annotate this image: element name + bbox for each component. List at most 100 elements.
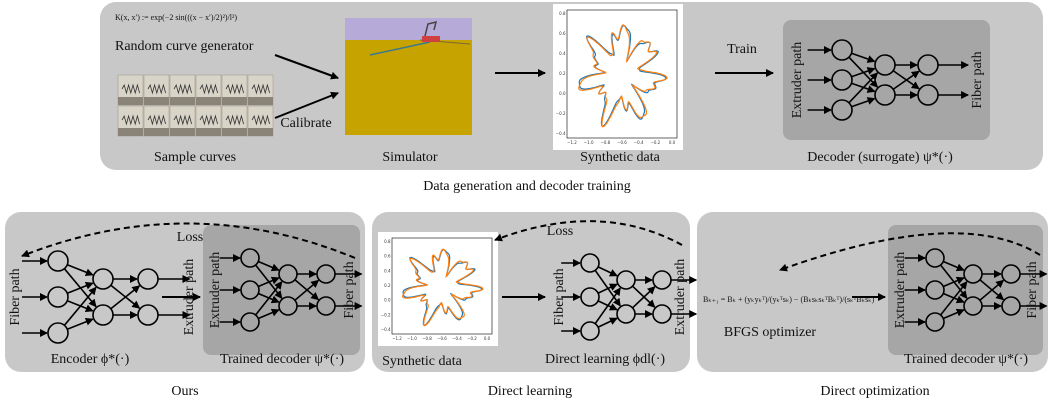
node bbox=[874, 54, 896, 76]
loss-label: Loss bbox=[177, 230, 203, 245]
loss-label: Loss bbox=[547, 224, 573, 239]
plot-axes bbox=[566, 9, 678, 139]
edge bbox=[851, 52, 876, 63]
node bbox=[316, 296, 336, 316]
edge bbox=[257, 260, 280, 272]
photo-curve bbox=[147, 83, 166, 95]
y-tick-label: 0.0 bbox=[559, 91, 566, 96]
node bbox=[580, 253, 600, 273]
node bbox=[47, 250, 69, 272]
plot-frame bbox=[378, 232, 498, 346]
node bbox=[831, 69, 853, 91]
label: Train bbox=[727, 42, 757, 57]
x-tick-label: −0.2 bbox=[467, 336, 477, 341]
node bbox=[47, 286, 69, 308]
label: Synthetic data bbox=[382, 354, 462, 369]
label: Calibrate bbox=[280, 116, 331, 131]
node bbox=[652, 270, 672, 290]
bfgs-formula: Bₖ₊₁ = Bₖ + (yₖyₖᵀ)/(yₖᵀsₖ) − (BₖsₖsₖᵀBₖ… bbox=[703, 295, 875, 304]
edge bbox=[979, 279, 1005, 301]
kernel-formula: K(x, x′) := exp(−2 sin(((x − x′)/2)²)/l²… bbox=[115, 13, 237, 22]
photo-strip bbox=[118, 97, 143, 105]
plots: 0.80.60.40.20.0−0.2−0.4−1.2 −1.0 −0.8 −0.6−… bbox=[381, 9, 678, 341]
photo-strip bbox=[170, 97, 195, 105]
label: Sample curves bbox=[154, 150, 236, 165]
label: Trained decoder ψ*(·) bbox=[220, 352, 344, 367]
node bbox=[925, 312, 945, 332]
edge bbox=[257, 276, 280, 288]
node bbox=[240, 312, 260, 332]
node bbox=[917, 54, 939, 76]
node bbox=[580, 321, 600, 341]
x-tick-label: −0.6 bbox=[617, 140, 627, 145]
y-tick-label: −0.2 bbox=[381, 312, 391, 317]
plot-axes bbox=[391, 237, 493, 335]
label: Extruder path bbox=[182, 259, 197, 336]
edge bbox=[939, 281, 968, 316]
label: Fiber path bbox=[1025, 261, 1040, 318]
plot-curve bbox=[578, 24, 668, 128]
x-tick-label: −0.8 bbox=[600, 140, 610, 145]
edge bbox=[851, 67, 876, 78]
node bbox=[278, 296, 298, 316]
decoder-box bbox=[203, 225, 360, 355]
x-tick-label: 0.0 bbox=[669, 140, 676, 145]
photo-curve bbox=[225, 83, 244, 95]
plot-curve bbox=[402, 248, 484, 327]
photo-strip bbox=[222, 97, 247, 105]
label: Extruder path bbox=[208, 252, 223, 329]
photo-curve bbox=[121, 114, 140, 126]
y-tick-label: −0.4 bbox=[381, 327, 391, 332]
label: Random curve generator bbox=[115, 39, 254, 54]
photo-strip bbox=[144, 97, 169, 105]
decoder-box bbox=[783, 20, 990, 140]
y-tick-label: −0.2 bbox=[556, 111, 566, 116]
node bbox=[652, 304, 672, 324]
edge bbox=[597, 283, 618, 294]
y-tick-label: 0.0 bbox=[384, 298, 391, 303]
simulator-image bbox=[345, 18, 472, 135]
photo-strip bbox=[170, 128, 195, 136]
y-tick-label: 0.2 bbox=[559, 71, 566, 76]
y-tick-label: 0.6 bbox=[384, 254, 391, 259]
x-tick-label: −0.2 bbox=[650, 140, 660, 145]
label: Fiber path bbox=[342, 261, 357, 318]
caption: Data generation and decoder training bbox=[423, 179, 631, 194]
edge bbox=[66, 317, 94, 331]
edge bbox=[851, 97, 876, 108]
edge bbox=[66, 281, 94, 295]
edge bbox=[66, 263, 94, 277]
node bbox=[580, 287, 600, 307]
label: Fiber path bbox=[970, 51, 985, 108]
edge bbox=[63, 286, 97, 326]
node bbox=[963, 264, 983, 284]
plot-frame bbox=[553, 4, 683, 150]
photo-curve bbox=[225, 114, 244, 126]
photo-curve bbox=[251, 114, 270, 126]
label: Decoder (surrogate) ψ*(·) bbox=[807, 150, 953, 165]
label: Extruder path bbox=[790, 42, 805, 119]
node bbox=[92, 304, 114, 326]
label: Extruder path bbox=[893, 252, 908, 329]
y-tick-label: 0.4 bbox=[384, 268, 391, 273]
node bbox=[137, 304, 159, 326]
label: Fiber path bbox=[552, 268, 567, 325]
label: Fiber path bbox=[8, 268, 23, 325]
arrows bbox=[162, 54, 886, 301]
node bbox=[240, 280, 260, 300]
node bbox=[925, 280, 945, 300]
node bbox=[240, 248, 260, 268]
photo-strip bbox=[248, 128, 273, 136]
edge bbox=[110, 285, 141, 310]
photo-strip bbox=[144, 128, 169, 136]
caption: Ours bbox=[171, 384, 198, 399]
label: Encoder ϕ*(·) bbox=[51, 352, 130, 367]
x-tick-label: −1.2 bbox=[392, 336, 402, 341]
photo-curve bbox=[121, 83, 140, 95]
x-tick-label: −0.6 bbox=[437, 336, 447, 341]
y-tick-label: 0.2 bbox=[384, 283, 391, 288]
node bbox=[925, 248, 945, 268]
loss-arrows bbox=[21, 220, 1041, 272]
node bbox=[1001, 264, 1021, 284]
y-tick-label: −0.4 bbox=[556, 131, 566, 136]
